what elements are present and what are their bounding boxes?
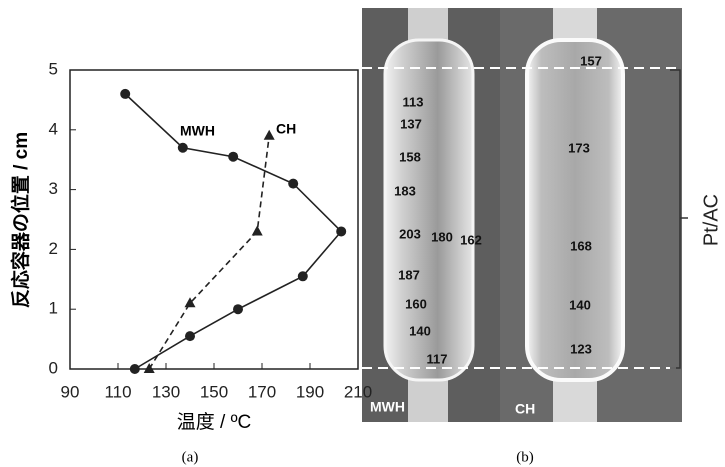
thermal-image [362, 8, 688, 422]
legend-label: CH [276, 121, 296, 137]
temperature-label: 137 [400, 116, 422, 131]
temperature-label: 158 [399, 149, 421, 164]
caption: (a) [182, 449, 199, 465]
temperature-label: 203 [399, 226, 421, 241]
temperature-label: 183 [394, 183, 416, 198]
x-tick-label: 190 [296, 382, 324, 401]
plot-frame [70, 70, 358, 369]
temperature-label: 173 [568, 140, 590, 155]
image-label: CH [515, 401, 535, 417]
marker [185, 331, 195, 341]
series-line [149, 136, 269, 369]
y-axis-label: 反応容器の位置 / cm [9, 132, 32, 308]
zone-label: Pt/AC [700, 194, 722, 246]
marker [178, 143, 188, 153]
series-line [125, 94, 341, 369]
marker [130, 364, 140, 374]
marker [252, 225, 263, 235]
x-tick-label: 150 [200, 382, 228, 401]
temperature-label: 140 [569, 297, 591, 312]
marker [233, 304, 243, 314]
marker [264, 130, 275, 140]
temperature-label: 140 [409, 323, 431, 338]
temperature-label: 180 [431, 229, 453, 244]
x-tick-label: 210 [344, 382, 372, 401]
x-tick-label: 90 [61, 382, 80, 401]
x-tick-label: 170 [248, 382, 276, 401]
temperature-label: 113 [403, 94, 424, 109]
temperature-label: 117 [427, 351, 448, 366]
y-tick-label: 5 [49, 59, 58, 78]
caption: (b) [516, 449, 534, 465]
y-tick-label: 3 [49, 179, 58, 198]
temperature-label: 157 [580, 53, 602, 68]
temperature-label: 123 [570, 341, 592, 356]
legend-label: MWH [180, 123, 215, 139]
marker [298, 271, 308, 281]
figure: MWH CH Pt/AC (b) (a) 温度 / ºC 反応容器の位置 / c… [0, 0, 725, 467]
temperature-label: 160 [405, 296, 427, 311]
temperature-label: 162 [460, 232, 482, 247]
image-label: MWH [370, 399, 405, 415]
marker [336, 226, 346, 236]
marker [120, 89, 130, 99]
y-tick-label: 1 [49, 299, 58, 318]
y-tick-label: 0 [49, 358, 58, 377]
x-tick-label: 110 [104, 382, 131, 401]
marker [288, 179, 298, 189]
marker [228, 152, 238, 162]
y-tick-label: 4 [49, 119, 58, 138]
x-axis-label: 温度 / ºC [177, 411, 252, 433]
x-tick-label: 130 [152, 382, 180, 401]
marker [144, 363, 155, 373]
temperature-label: 168 [570, 238, 592, 253]
y-tick-label: 2 [49, 239, 58, 258]
temperature-label: 187 [398, 267, 420, 282]
